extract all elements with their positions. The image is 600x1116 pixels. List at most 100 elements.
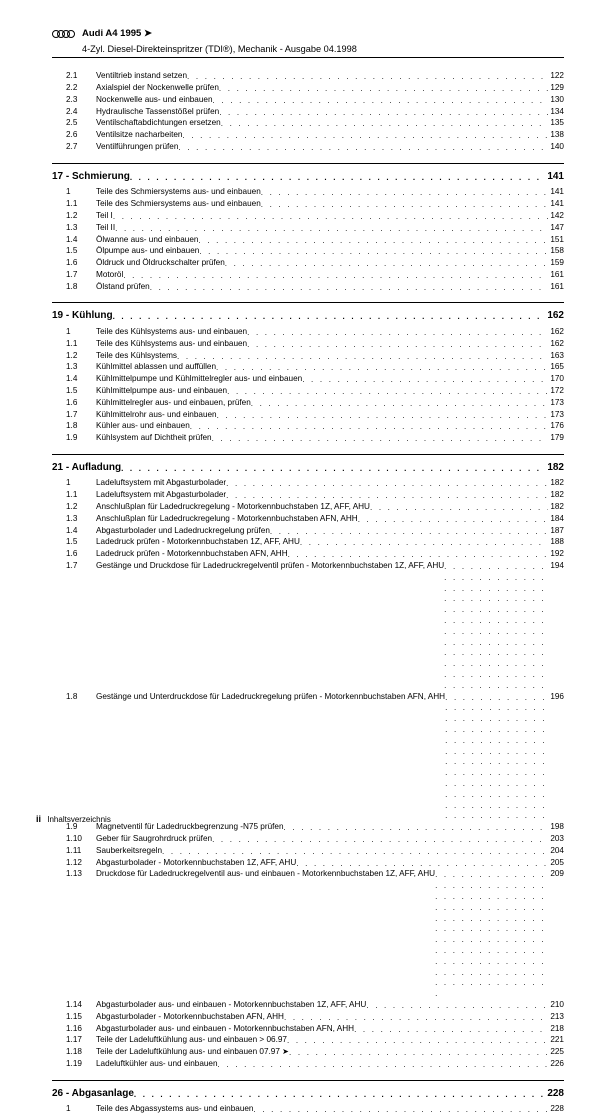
toc-leader-dots: [253, 1105, 548, 1116]
toc-leader-dots: [300, 538, 548, 549]
toc-section-heading: 26 - Abgasanlage 228: [52, 1087, 564, 1101]
toc-entry-label: Kühler aus- und einbauen: [96, 420, 190, 431]
toc-entry-label: Teile des Schmiersystems aus- und einbau…: [96, 186, 261, 197]
toc-entry-number: 1.11: [66, 845, 96, 856]
toc-entry-page: 162: [548, 326, 564, 337]
toc-entry-page: 225: [548, 1046, 564, 1057]
toc-entry-number: 1: [66, 186, 96, 197]
toc-entry-page: 187: [548, 525, 564, 536]
toc-entry-label: Ladeluftsystem mit Abgasturbolader: [96, 477, 226, 488]
toc-leader-dots: [121, 464, 545, 475]
toc-entry: 1.15Abgasturbolader - Motorkennbuchstabe…: [52, 1011, 564, 1023]
toc-entry: 1.6Kühlmittelregler aus- und einbauen, p…: [52, 397, 564, 409]
toc-entry-page: 172: [548, 385, 564, 396]
toc-entry-number: 1.1: [66, 198, 96, 209]
toc-leader-dots: [226, 479, 548, 490]
toc-entry-number: 1.8: [66, 691, 96, 702]
toc-leader-dots: [444, 562, 548, 692]
toc-entry-label: Teil II: [96, 222, 115, 233]
toc-entry-page: 163: [548, 350, 564, 361]
toc-group: 2.1Ventiltrieb instand setzen1222.2Axial…: [52, 70, 564, 153]
toc-leader-dots: [115, 224, 548, 235]
toc-entry-number: 2.7: [66, 141, 96, 152]
toc-leader-dots: [284, 823, 549, 834]
toc-entry-label: Magnetventil für Ladedruckbegrenzung -N7…: [96, 821, 284, 832]
toc-entry-page: 141: [548, 186, 564, 197]
toc-entry-number: 1.1: [66, 489, 96, 500]
toc-leader-dots: [221, 119, 549, 130]
toc-entry-page: 173: [548, 397, 564, 408]
toc-entry-page: 228: [548, 1103, 564, 1114]
toc-entry: 1.9Kühlsystem auf Dichtheit prüfen179: [52, 432, 564, 444]
toc-leader-dots: [190, 422, 549, 433]
toc-entry: 1.12Abgasturbolader - Motorkennbuchstabe…: [52, 857, 564, 869]
toc-entry-number: 2.3: [66, 94, 96, 105]
toc-entry-number: 1.2: [66, 501, 96, 512]
toc-heading-label: 26 - Abgasanlage: [52, 1087, 134, 1101]
toc-entry: 1Teile des Schmiersystems aus- und einba…: [52, 186, 564, 198]
toc-entry-page: 182: [548, 489, 564, 500]
toc-entry: 1.4Kühlmittelpumpe und Kühlmittelregler …: [52, 373, 564, 385]
toc-entry: 1.6Ladedruck prüfen - Motorkennbuchstabe…: [52, 548, 564, 560]
toc-entry-label: Gestänge und Druckdose für Ladedruckrege…: [96, 560, 444, 571]
toc-entry-number: 1: [66, 1103, 96, 1114]
toc-entry-page: 159: [548, 257, 564, 268]
toc-entry: 1.7Kühlmittelrohr aus- und einbauen173: [52, 409, 564, 421]
toc-entry-label: Teile des Schmiersystems aus- und einbau…: [96, 198, 261, 209]
page-number: ii: [36, 814, 41, 824]
toc-entry-number: 1.9: [66, 432, 96, 443]
toc-entry: 1Teile des Kühlsystems aus- und einbauen…: [52, 326, 564, 338]
section-rule: [52, 454, 564, 455]
audi-logo-icon: [52, 28, 76, 40]
toc-entry-page: 204: [548, 845, 564, 856]
toc-entry-page: 134: [548, 106, 564, 117]
toc-entry-number: 2.1: [66, 70, 96, 81]
toc-entry-number: 1.14: [66, 999, 96, 1010]
toc-group: 19 - Kühlung1621Teile des Kühlsystems au…: [52, 309, 564, 443]
toc-leader-dots: [225, 259, 549, 270]
toc-entry-label: Ölpumpe aus- und einbauen: [96, 245, 199, 256]
toc-entry: 1.2Teil I142: [52, 210, 564, 222]
toc-entry-label: Abgasturbolader - Motorkennbuchstaben 1Z…: [96, 857, 296, 868]
toc-entry-page: 221: [548, 1034, 564, 1045]
toc-entry: 2.2Axialspiel der Nockenwelle prüfen129: [52, 82, 564, 94]
toc-entry-label: Abgasturbolader - Motorkennbuchstaben AF…: [96, 1011, 284, 1022]
toc-entry: 1.17Teile der Ladeluftkühlung aus- und e…: [52, 1034, 564, 1046]
document-title: Audi A4 1995 ➤: [82, 28, 152, 41]
toc-entry-page: 158: [548, 245, 564, 256]
toc-entry-label: Kühlmittel ablassen und auffüllen: [96, 361, 216, 372]
section-rule: [52, 302, 564, 303]
page-header: Audi A4 1995 ➤ 4-Zyl. Diesel-Direkteinsp…: [52, 28, 564, 58]
section-rule: [52, 1080, 564, 1081]
toc-entry-page: 182: [548, 477, 564, 488]
toc-entry-number: 1.19: [66, 1058, 96, 1069]
toc-entry: 1.5Ölpumpe aus- und einbauen158: [52, 245, 564, 257]
toc-entry: 1.16Abgasturbolader aus- und einbauen - …: [52, 1023, 564, 1035]
table-of-contents: 2.1Ventiltrieb instand setzen1222.2Axial…: [52, 70, 564, 1115]
toc-entry: 1.6Öldruck und Öldruckschalter prüfen159: [52, 257, 564, 269]
toc-leader-dots: [302, 375, 548, 386]
toc-leader-dots: [113, 312, 546, 323]
toc-entry: 1.18Teile der Ladeluftkühlung aus- und e…: [52, 1046, 564, 1058]
toc-entry-label: Kühlmittelrohr aus- und einbauen: [96, 409, 217, 420]
toc-leader-dots: [216, 363, 548, 374]
section-rule: [52, 163, 564, 164]
toc-entry-label: Kühlmittelregler aus- und einbauen, prüf…: [96, 397, 251, 408]
toc-entry-number: 2.2: [66, 82, 96, 93]
toc-entry: 1.7Gestänge und Druckdose für Ladedruckr…: [52, 560, 564, 691]
header-rule: [52, 57, 564, 58]
toc-heading-page: 228: [545, 1087, 564, 1101]
toc-entry-label: Sauberkeitsregeln: [96, 845, 162, 856]
toc-entry-page: 226: [548, 1058, 564, 1069]
toc-entry-number: 1: [66, 477, 96, 488]
toc-entry-page: 205: [548, 857, 564, 868]
toc-entry-number: 1.6: [66, 548, 96, 559]
toc-entry-number: 1.8: [66, 420, 96, 431]
toc-entry-label: Geber für Saugrohrdruck prüfen: [96, 833, 212, 844]
toc-entry-number: 1.3: [66, 222, 96, 233]
footer-label: Inhaltsverzeichnis: [47, 815, 111, 824]
toc-leader-dots: [130, 173, 546, 184]
toc-entry: 1.2Teile des Kühlsystems163: [52, 350, 564, 362]
toc-entry-page: 162: [548, 338, 564, 349]
toc-entry-label: Ladeluftsystem mit Abgasturbolader: [96, 489, 226, 500]
